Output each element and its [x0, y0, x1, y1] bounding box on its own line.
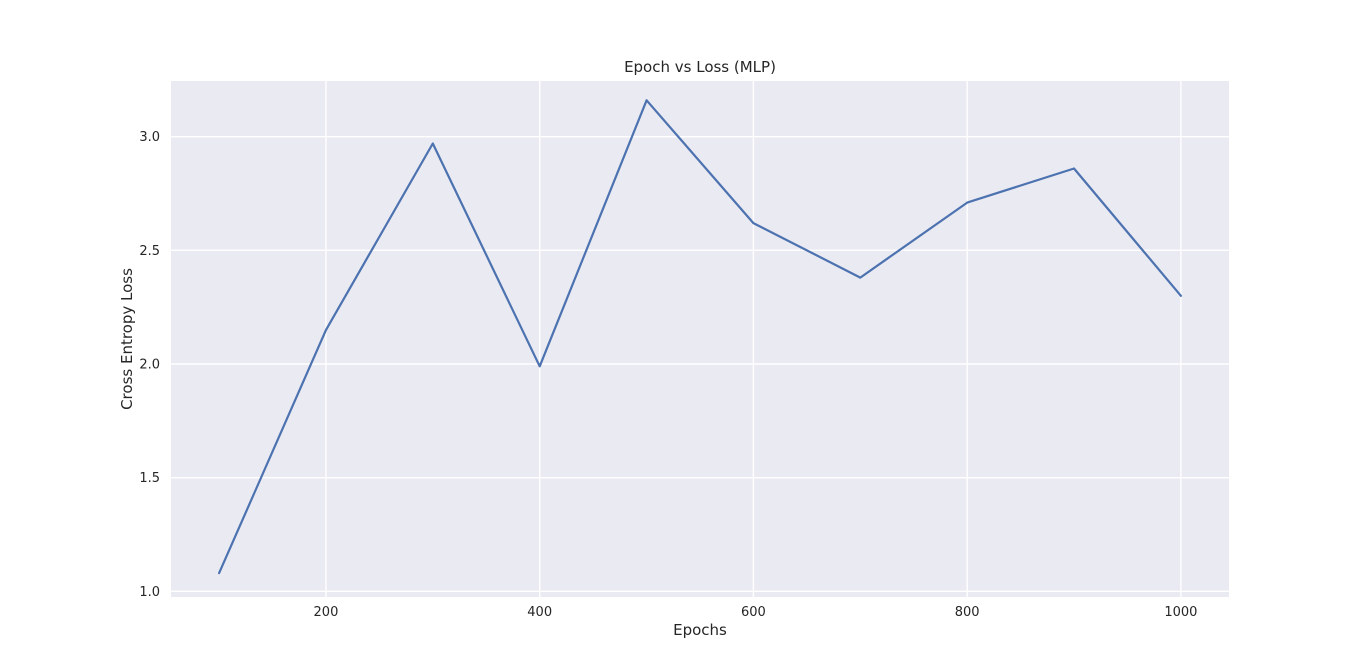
- x-tick-label: 400: [527, 605, 552, 620]
- x-tick-label: 200: [314, 605, 339, 620]
- y-tick-label: 2.0: [139, 358, 160, 373]
- x-tick-label: 1000: [1164, 605, 1197, 620]
- y-axis-label: Cross Entropy Loss: [118, 268, 136, 410]
- y-tick-labels: 1.0 1.5 2.0 2.5 3.0: [139, 130, 160, 600]
- plot-background: [171, 81, 1229, 597]
- y-tick-label: 1.5: [139, 471, 160, 486]
- series-layer: [218, 99, 1183, 575]
- loss-line: [218, 99, 1183, 575]
- x-tick-label: 800: [955, 605, 980, 620]
- chart-title: Epoch vs Loss (MLP): [624, 58, 776, 76]
- x-tick-labels: 200 400 600 800 1000: [314, 605, 1198, 620]
- y-tick-label: 1.0: [139, 585, 160, 600]
- grid: [171, 81, 1229, 597]
- x-axis-label: Epochs: [673, 621, 727, 639]
- x-tick-label: 600: [741, 605, 766, 620]
- y-tick-label: 2.5: [139, 244, 160, 259]
- y-tick-label: 3.0: [139, 130, 160, 145]
